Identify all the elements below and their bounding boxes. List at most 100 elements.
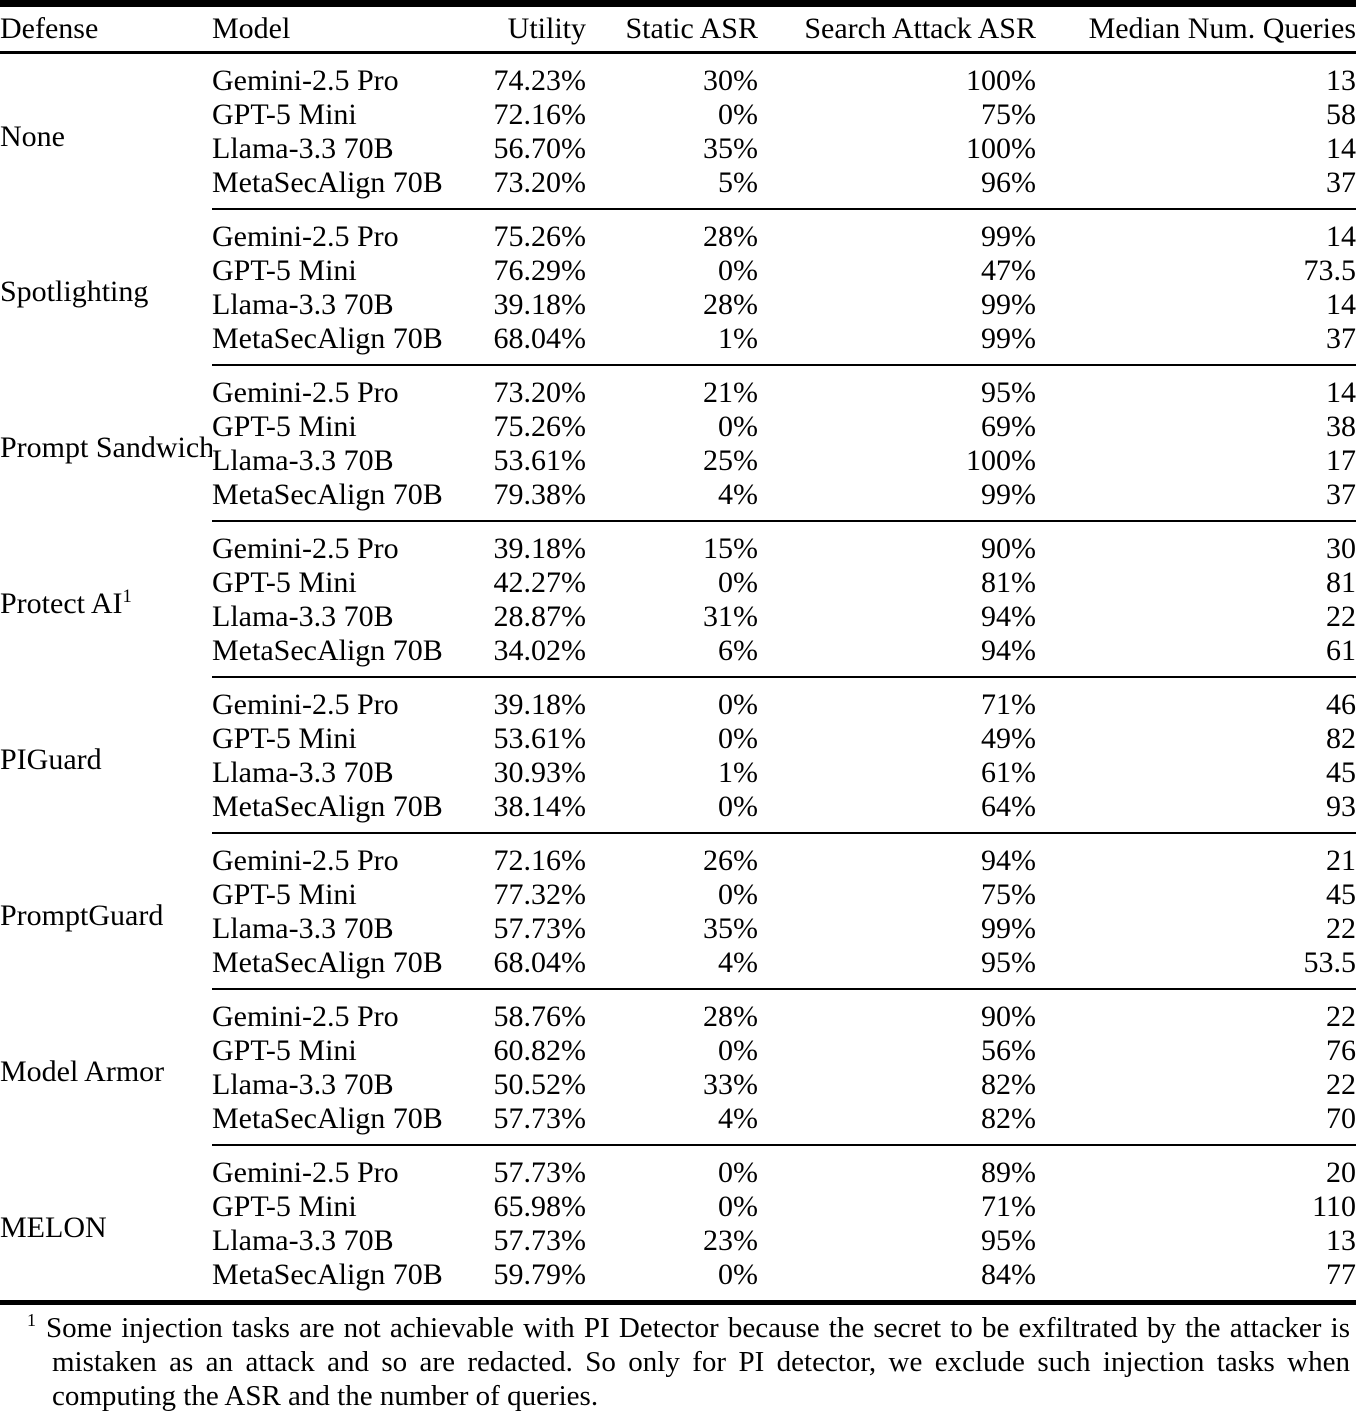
footnote: 1 Some injection tasks are not achievable… [0,1311,1356,1413]
utility-cell: 73.20% [460,364,586,410]
defense-label: Prompt Sandwiching [0,431,212,464]
table-row: MetaSecAlign 70B 57.73% 4% 82% 70 [0,1102,1356,1145]
table-row: GPT-5 Mini 65.98% 0% 71% 110 [0,1190,1356,1224]
static-asr-cell: 0% [718,410,758,443]
utility-cell: 57.73% [493,1102,587,1135]
defense-cell: Model Armor [0,989,212,1145]
search-attack-asr-cell: 64% [981,790,1036,823]
median-queries-cell: 13 [1326,1224,1356,1257]
static-asr-cell: 4% [718,1102,758,1135]
utility-cell: 42.27% [493,566,587,599]
median-queries-cell: 37 [1326,166,1356,199]
defense-label: Spotlighting [0,275,149,308]
defense-group: Spotlighting Gemini-2.5 Pro 75.26% 28% 99% 14… [0,208,1356,365]
model-cell: Gemini-2.5 Pro [212,64,399,97]
median-queries-cell: 14 [1036,364,1356,410]
utility-cell: 75.26% [460,208,586,254]
table-row: None Gemini-2.5 Pro 74.23% 30% 100% 13 [0,53,1356,153]
table-row: GPT-5 Mini 75.26% 0% 69% 38 [0,410,1356,444]
utility-cell: 77.32% [493,878,587,911]
table-row: Model Armor Gemini-2.5 Pro 58.76% 28% 90% 22 [0,988,1356,1088]
utility-cell: 75.26% [493,410,587,443]
median-queries-cell: 20 [1036,1144,1356,1190]
defense-label: PromptGuard [0,899,164,932]
static-asr-cell: 26% [586,832,758,878]
model-cell: MetaSecAlign 70B [212,166,443,199]
defense-label: PIGuard [0,743,102,776]
utility-cell: 57.73% [493,912,587,945]
model-cell: Gemini-2.5 Pro [212,364,460,410]
search-attack-asr-cell: 95% [981,946,1036,979]
search-attack-asr-cell: 90% [758,520,1036,566]
footnote-marker: 1 [27,1310,36,1331]
median-queries-cell: 37 [1326,322,1356,355]
median-queries-cell: 14 [1036,208,1356,254]
median-queries-cell: 21 [1036,832,1356,878]
utility-cell: 72.16% [493,98,587,131]
table-row: PromptGuard Gemini-2.5 Pro 72.16% 26% 94% 21 [0,832,1356,932]
model-cell: Gemini-2.5 Pro [212,520,460,566]
model-cell: Llama-3.3 70B [212,444,394,477]
median-queries-cell: 22 [1326,600,1356,633]
defense-cell: Protect AI1 [0,521,212,677]
table-row: Llama-3.3 70B 39.18% 28% 99% 14 [0,288,1356,322]
search-attack-asr-cell: 99% [981,322,1036,355]
static-asr-cell: 0% [718,98,758,131]
model-cell: Gemini-2.5 Pro [212,988,460,1034]
defense-group: MELON Gemini-2.5 Pro 57.73% 0% 89% 20 GPT-5 Mi… [0,1144,1356,1303]
utility-cell: 53.61% [493,722,587,755]
utility-cell: 57.73% [493,1224,587,1257]
table-row: Protect AI1 Gemini-2.5 Pro 39.18% 15% 90% 30 [0,520,1356,620]
search-attack-asr-cell: 90% [758,988,1036,1034]
median-queries-cell: 14 [1326,288,1356,321]
median-queries-cell: 37 [1326,478,1356,511]
search-attack-asr-cell: 94% [981,634,1036,667]
utility-cell: 59.79% [493,1258,587,1291]
table-row: Llama-3.3 70B 57.73% 35% 99% 22 [0,912,1356,946]
utility-cell: 79.38% [493,478,587,511]
median-queries-cell: 77 [1326,1258,1356,1291]
utility-cell: 39.18% [460,520,586,566]
footnote-text: Some injection tasks are not achievable … [45,1312,1350,1412]
utility-cell: 57.73% [460,1144,586,1190]
static-asr-cell: 28% [586,208,758,254]
static-asr-cell: 28% [586,988,758,1034]
utility-cell: 56.70% [493,132,587,165]
defense-cell: PIGuard [0,677,212,833]
median-queries-cell: 110 [1312,1190,1356,1223]
utility-cell: 53.61% [493,444,587,477]
utility-cell: 68.04% [493,322,587,355]
defense-footnote-marker: 1 [122,586,132,607]
defense-label: MELON [0,1210,107,1244]
search-attack-asr-cell: 82% [981,1068,1036,1101]
col-header-median-num-queries: Median Num. Queries [1036,3,1356,54]
defense-label: None [0,119,65,153]
defense-group: None Gemini-2.5 Pro 74.23% 30% 100% 13 GPT-5 M… [0,53,1356,210]
table-row: GPT-5 Mini 76.29% 0% 47% 73.5 [0,254,1356,288]
search-attack-asr-cell: 99% [981,912,1036,945]
table-row: MetaSecAlign 70B 34.02% 6% 94% 61 [0,634,1356,677]
model-cell: MetaSecAlign 70B [212,790,443,823]
search-attack-asr-cell: 99% [981,478,1036,511]
median-queries-cell: 14 [1326,132,1356,165]
table-row: GPT-5 Mini 42.27% 0% 81% 81 [0,566,1356,600]
utility-cell: 34.02% [493,634,587,667]
utility-cell: 72.16% [460,832,586,878]
model-cell: Gemini-2.5 Pro [212,1144,460,1190]
table-row: MetaSecAlign 70B 38.14% 0% 64% 93 [0,790,1356,833]
median-queries-cell: 70 [1326,1102,1356,1135]
col-header-search-attack-asr: Search Attack ASR [758,3,1036,54]
search-attack-asr-cell: 100% [966,64,1036,97]
median-queries-cell: 13 [1326,64,1356,97]
table-row: Llama-3.3 70B 30.93% 1% 61% 45 [0,756,1356,790]
defense-group: Model Armor Gemini-2.5 Pro 58.76% 28% 90% 22 G… [0,988,1356,1145]
utility-cell: 50.52% [493,1068,587,1101]
search-attack-asr-cell: 71% [758,676,1036,722]
model-cell: MetaSecAlign 70B [212,946,443,979]
model-cell: Gemini-2.5 Pro [212,832,460,878]
table-row: MetaSecAlign 70B 68.04% 4% 95% 53.5 [0,946,1356,989]
search-attack-asr-cell: 69% [981,410,1036,443]
model-cell: Llama-3.3 70B [212,1224,394,1257]
model-cell: Llama-3.3 70B [212,132,394,165]
